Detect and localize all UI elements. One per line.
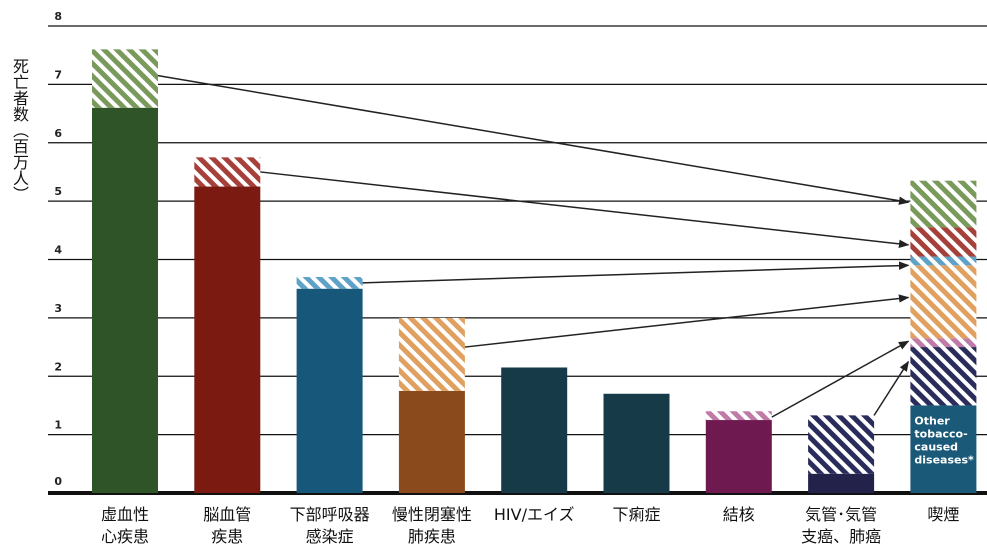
bar-segment-tobacco	[910, 256, 977, 266]
bar-segment-copd	[398, 317, 465, 391]
bar-segment-ihd	[92, 49, 158, 108]
axis-labels: 0 1 2 3 4 5 6 7 8 Other tobacco-caused diseases* 虚血性…	[54, 10, 974, 546]
bar-segment-lung	[808, 415, 875, 474]
arrow	[362, 261, 910, 284]
bar-segment-diarrhoea	[603, 393, 670, 493]
x-category-label-tb: 結核	[723, 505, 755, 524]
x-category-label-hiv: HIV/エイズ	[494, 505, 575, 524]
segment-label: Other tobacco-caused diseases*	[914, 414, 974, 466]
bar-segment-tobacco	[910, 180, 977, 228]
bar-segment-stroke	[194, 186, 261, 493]
arrow	[771, 340, 910, 418]
bar-segment-ihd	[92, 107, 158, 493]
bar-segment-copd	[398, 390, 465, 493]
bars	[92, 49, 977, 493]
bar-segment-tb	[705, 411, 772, 421]
arrow	[464, 294, 910, 348]
arrow	[260, 171, 910, 249]
arrow	[873, 360, 910, 416]
y-tick-label: 2	[54, 360, 62, 373]
bar-segment-lung	[808, 473, 875, 493]
x-category-label-stroke: 脳血管疾患	[203, 505, 251, 546]
x-category-label-tobacco: 喫煙	[927, 505, 959, 524]
x-category-label-lri: 下部呼吸器感染症	[290, 505, 370, 546]
y-tick-label: 0	[54, 475, 62, 488]
bar-segment-tobacco	[910, 338, 977, 348]
y-tick-label: 3	[54, 302, 62, 315]
x-category-label-ihd: 虚血性心疾患	[101, 505, 149, 546]
arrows	[157, 74, 910, 418]
y-tick-label: 8	[54, 10, 62, 23]
y-tick-label: 6	[54, 127, 62, 140]
bar-segment-lri	[296, 277, 363, 289]
bar-segment-lri	[296, 288, 363, 493]
x-category-label-diarrhoea: 下痢症	[612, 505, 660, 524]
bar-segment-tb	[705, 420, 772, 493]
bar-segment-hiv	[501, 367, 568, 493]
bar-segment-tobacco	[910, 347, 977, 406]
y-tick-label: 4	[54, 244, 62, 257]
x-category-label-lung: 気管･気管支癌、肺癌	[801, 505, 881, 546]
x-category-label-copd: 慢性閉塞性肺疾患	[392, 505, 472, 546]
y-tick-label: 7	[54, 68, 62, 81]
arrow	[157, 74, 910, 205]
bar-segment-tobacco	[910, 405, 977, 493]
bar-segment-stroke	[194, 157, 261, 187]
y-tick-label: 1	[54, 419, 62, 432]
bar-segment-tobacco	[910, 227, 977, 257]
bar-segment-tobacco	[910, 265, 977, 339]
y-axis-title: 死亡者数（百万人）	[10, 58, 29, 202]
y-tick-label: 5	[54, 185, 62, 198]
